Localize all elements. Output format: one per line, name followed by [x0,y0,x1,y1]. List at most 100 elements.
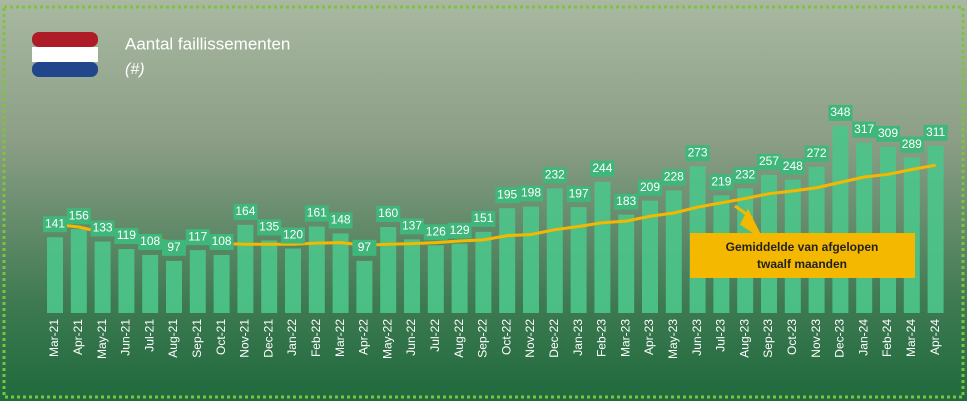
x-tick-label: Mar-21 [47,319,61,357]
x-tick-label: Oct-22 [499,319,513,355]
value-label-text: 273 [688,145,708,159]
bar [261,240,277,313]
value-label: 97 [352,240,376,256]
x-tick-label: Jan-24 [856,319,870,356]
value-label-text: 232 [545,167,565,181]
value-label-text: 197 [569,186,589,200]
value-label: 137 [400,218,424,234]
value-label: 164 [233,204,257,220]
value-label: 228 [662,169,686,185]
bar [594,182,610,313]
value-label: 117 [186,229,210,245]
x-tick-label: Dec-21 [261,319,275,358]
x-tick-label: Apr-22 [357,319,371,355]
x-tick-label: Jan-23 [571,319,585,356]
x-tick-label: May-22 [380,319,394,359]
value-label-text: 119 [117,228,136,242]
x-tick-label: Jun-22 [404,319,418,356]
bar [190,250,206,313]
value-label: 311 [924,125,948,141]
value-label: 160 [376,206,400,222]
value-label-text: 209 [640,180,660,194]
x-tick-label: Mar-22 [333,319,347,357]
x-tick-label: Jul-22 [428,319,442,352]
bar [356,261,372,313]
flag [32,32,98,77]
bar [856,143,872,313]
value-label-text: 141 [45,216,65,230]
value-label: 195 [495,187,519,203]
x-tick-label: Aug-21 [166,319,180,358]
value-label-text: 108 [140,234,160,248]
bar [309,226,325,313]
x-tick-label: Apr-24 [928,319,942,355]
value-label-text: 151 [473,211,493,225]
value-label: 198 [519,186,543,202]
value-label-text: 117 [188,229,207,243]
bar [523,207,539,313]
value-label: 97 [162,240,186,256]
x-tick-label: Sep-21 [190,319,204,358]
value-label: 232 [733,167,757,183]
value-label-text: 161 [307,206,327,220]
bar [285,249,301,314]
chart-title: Aantal faillissementen [125,34,290,53]
value-label: 197 [567,186,591,202]
x-tick-label: Aug-22 [452,319,466,358]
value-label: 129 [448,223,472,239]
value-label: 135 [257,219,281,235]
value-label-text: 311 [926,125,945,139]
value-label-text: 135 [259,220,279,234]
x-tick-label: Dec-22 [547,319,561,358]
value-label: 119 [114,228,138,244]
x-tick-label: Nov-22 [523,319,537,358]
value-label: 108 [138,234,162,250]
x-tick-label: Nov-21 [238,319,252,358]
x-tick-label: Mar-23 [618,319,632,357]
value-label-text: 126 [426,224,446,238]
value-label: 289 [900,137,924,153]
bar [452,244,468,313]
bar [47,237,63,313]
x-tick-label: Sep-22 [476,319,490,358]
value-label: 209 [638,180,662,196]
annotation-text: Gemiddelde van afgelopen [726,240,879,254]
x-tick-label: Jun-23 [690,319,704,356]
value-label-text: 348 [830,105,850,119]
value-label: 348 [828,105,852,121]
value-label-text: 183 [616,194,636,208]
bar [832,126,848,313]
value-label-text: 160 [378,206,398,220]
value-label-text: 97 [167,240,181,254]
bar [428,245,444,313]
bar [118,249,134,313]
value-label: 248 [781,159,805,175]
x-tick-label: Jul-21 [142,319,156,352]
value-label-text: 248 [783,159,803,173]
bar [666,190,682,313]
value-label-text: 148 [331,213,351,227]
bar [237,225,253,313]
x-tick-label: Aug-23 [737,319,751,358]
value-label-text: 120 [283,228,303,242]
x-tick-label: Apr-21 [71,319,85,355]
value-label-text: 97 [358,240,372,254]
x-tick-label: Jul-23 [714,319,728,352]
bar [547,188,563,313]
chart-subtitle: (#) [125,61,145,78]
bar [499,208,515,313]
value-label: 151 [471,211,495,227]
value-label-text: 108 [212,234,232,248]
bar [928,146,944,313]
flag-white [32,47,98,62]
value-label-text: 232 [735,167,755,181]
value-label-text: 257 [759,154,779,168]
flag-red [32,32,98,47]
value-label: 108 [210,234,234,250]
x-tick-label: Apr-23 [642,319,656,355]
value-label: 244 [590,161,614,177]
value-label: 141 [43,216,67,232]
value-label: 309 [876,126,900,142]
bar [95,242,111,313]
x-tick-label: Feb-24 [880,319,894,357]
